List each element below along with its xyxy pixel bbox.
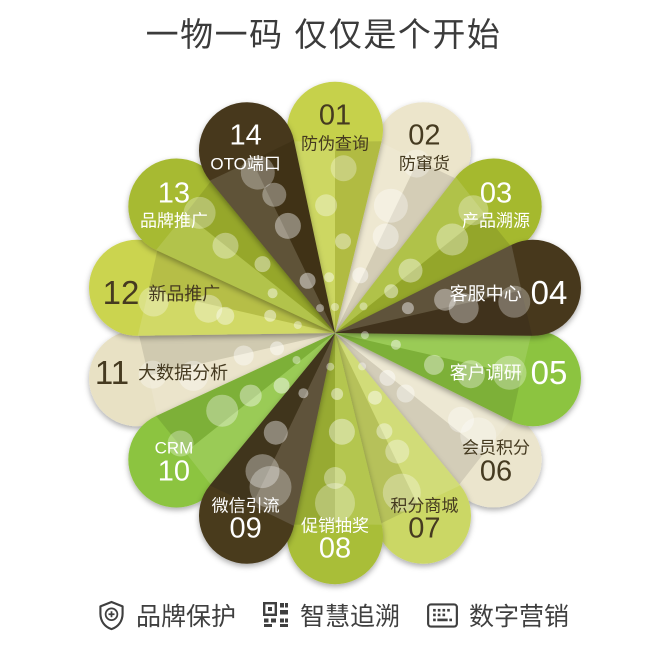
petal-02-shape: [335, 102, 472, 334]
petal-13-shape: [128, 158, 335, 333]
legend-row: 品牌保护 智慧追溯: [0, 597, 647, 633]
legend-item-smart-trace: 智慧追溯: [262, 597, 400, 633]
bubble-decoration: [138, 149, 531, 523]
petal-14-shape: [198, 102, 335, 333]
legend-label-smart-trace: 智慧追溯: [299, 603, 400, 631]
legend-item-brand-protection: 品牌保护: [98, 597, 236, 633]
petal-03-shape: [335, 158, 542, 333]
petal-layer: [88, 81, 582, 585]
petal-10-shape: [128, 333, 335, 508]
petal-04-shape: [335, 239, 582, 336]
petal-06-shape: [335, 333, 542, 508]
legend-label-digital-marketing: 数字营销: [469, 603, 570, 631]
page-title: 一物一码 仅仅是个开始: [145, 16, 502, 53]
petal-05-shape: [335, 330, 582, 427]
petal-07-shape: [335, 333, 472, 564]
petal-09-shape: [198, 333, 335, 564]
shield-plus-icon: [99, 600, 124, 630]
legend-label-brand-protection: 品牌保护: [135, 603, 236, 631]
keypad-icon: [427, 602, 458, 628]
legend-item-digital-marketing: 数字营销: [427, 597, 569, 633]
qr-code-icon: [262, 602, 288, 627]
